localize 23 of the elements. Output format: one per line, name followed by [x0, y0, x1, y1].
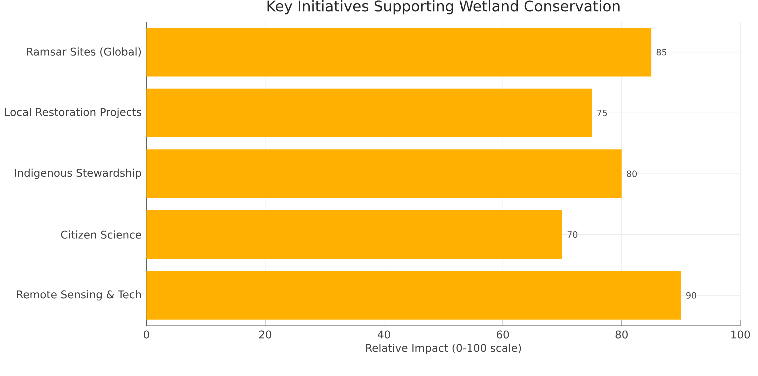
- x-tick-label: 40: [378, 330, 390, 339]
- data-label: 85: [656, 49, 667, 56]
- bar: [146, 150, 622, 198]
- data-label: 90: [686, 292, 696, 299]
- x-axis-title: Relative Impact (0-100 scale): [366, 344, 522, 354]
- chart-title: Key Initiatives Supporting Wetland Conservation: [268, 0, 620, 15]
- x-tick-label: 0: [144, 330, 150, 339]
- data-label: 75: [598, 110, 608, 116]
- y-tick-label: Indigenous Stewardship: [15, 168, 142, 180]
- data-label: 70: [568, 232, 578, 238]
- y-tick-label: Local Restoration Projects: [5, 108, 142, 118]
- x-tick-label: 80: [616, 330, 628, 339]
- bar: [146, 271, 682, 320]
- x-tick-label: 60: [497, 330, 510, 339]
- data-label: 80: [627, 170, 638, 178]
- y-tick-label: Citizen Science: [61, 230, 142, 239]
- bar: [146, 210, 562, 260]
- y-tick-label: Remote Sensing & Tech: [17, 290, 142, 301]
- bar: [146, 88, 592, 138]
- bar: [146, 28, 652, 77]
- y-tick-label: Ramsar Sites (Global): [27, 48, 142, 58]
- x-tick-label: 100: [732, 330, 750, 339]
- x-tick-label: 20: [259, 330, 272, 339]
